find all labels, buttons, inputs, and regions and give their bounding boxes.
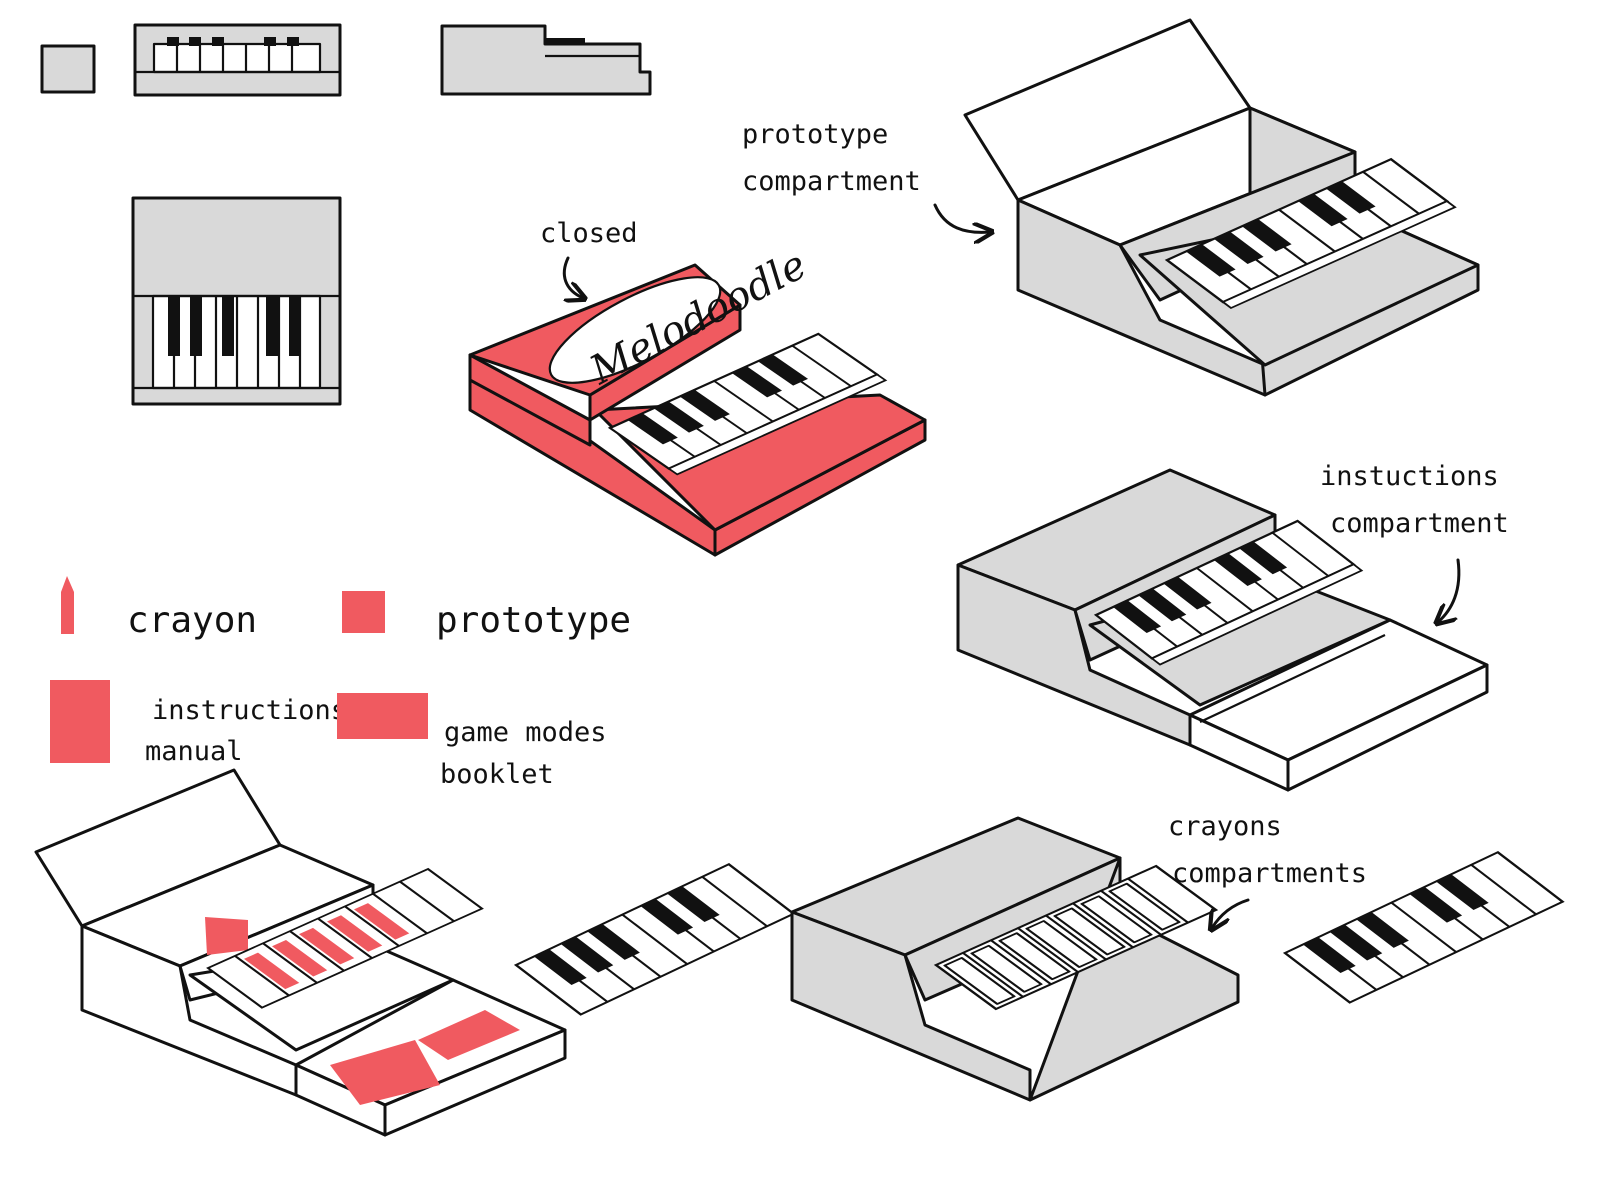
legend-swatch-instructions-manual [50, 680, 110, 763]
arrow-icon [1438, 558, 1461, 622]
full-assembly-sketch [34, 768, 567, 1137]
crayon-icon [61, 576, 74, 634]
instructions-compartment-sketch [956, 468, 1489, 792]
legend-prototype: prototype [436, 600, 631, 641]
label-compartment-line2b: compartment [1330, 508, 1509, 539]
view-small-square [40, 44, 96, 94]
legend-crayon: crayon [127, 600, 257, 641]
piano-keys-icon [1282, 850, 1565, 1004]
label-prototype-line1: prototype [742, 119, 888, 150]
legend-booklet-line2: booklet [440, 759, 554, 790]
arrow-icon [933, 203, 990, 232]
arrow-icon [562, 256, 583, 298]
arrow-icon [1212, 898, 1250, 928]
view-side-profile [440, 24, 652, 96]
closed-box-sketch: Melodoodle [468, 242, 927, 557]
legend: crayon prototype instructions manual gam… [50, 576, 631, 790]
view-top-plan [131, 196, 342, 406]
legend-manual-line2: manual [145, 736, 243, 767]
legend-game-modes-line1: game modes [444, 717, 607, 748]
prototype-compartment-sketch [963, 18, 1480, 397]
view-front-strip [133, 23, 342, 97]
label-closed: closed [540, 218, 638, 249]
legend-instructions-line1: instructions [152, 695, 347, 726]
label-crayons-line1: crayons [1168, 811, 1282, 842]
piano-keys-icon [513, 862, 796, 1016]
crayons-compartment-sketch [790, 816, 1240, 1102]
legend-swatch-game-modes-booklet [337, 693, 428, 739]
label-instuctions-line1: instuctions [1320, 461, 1499, 492]
label-compartment-line2: compartment [742, 166, 921, 197]
legend-swatch-prototype [342, 591, 385, 633]
label-compartments-line2: compartments [1172, 858, 1367, 889]
